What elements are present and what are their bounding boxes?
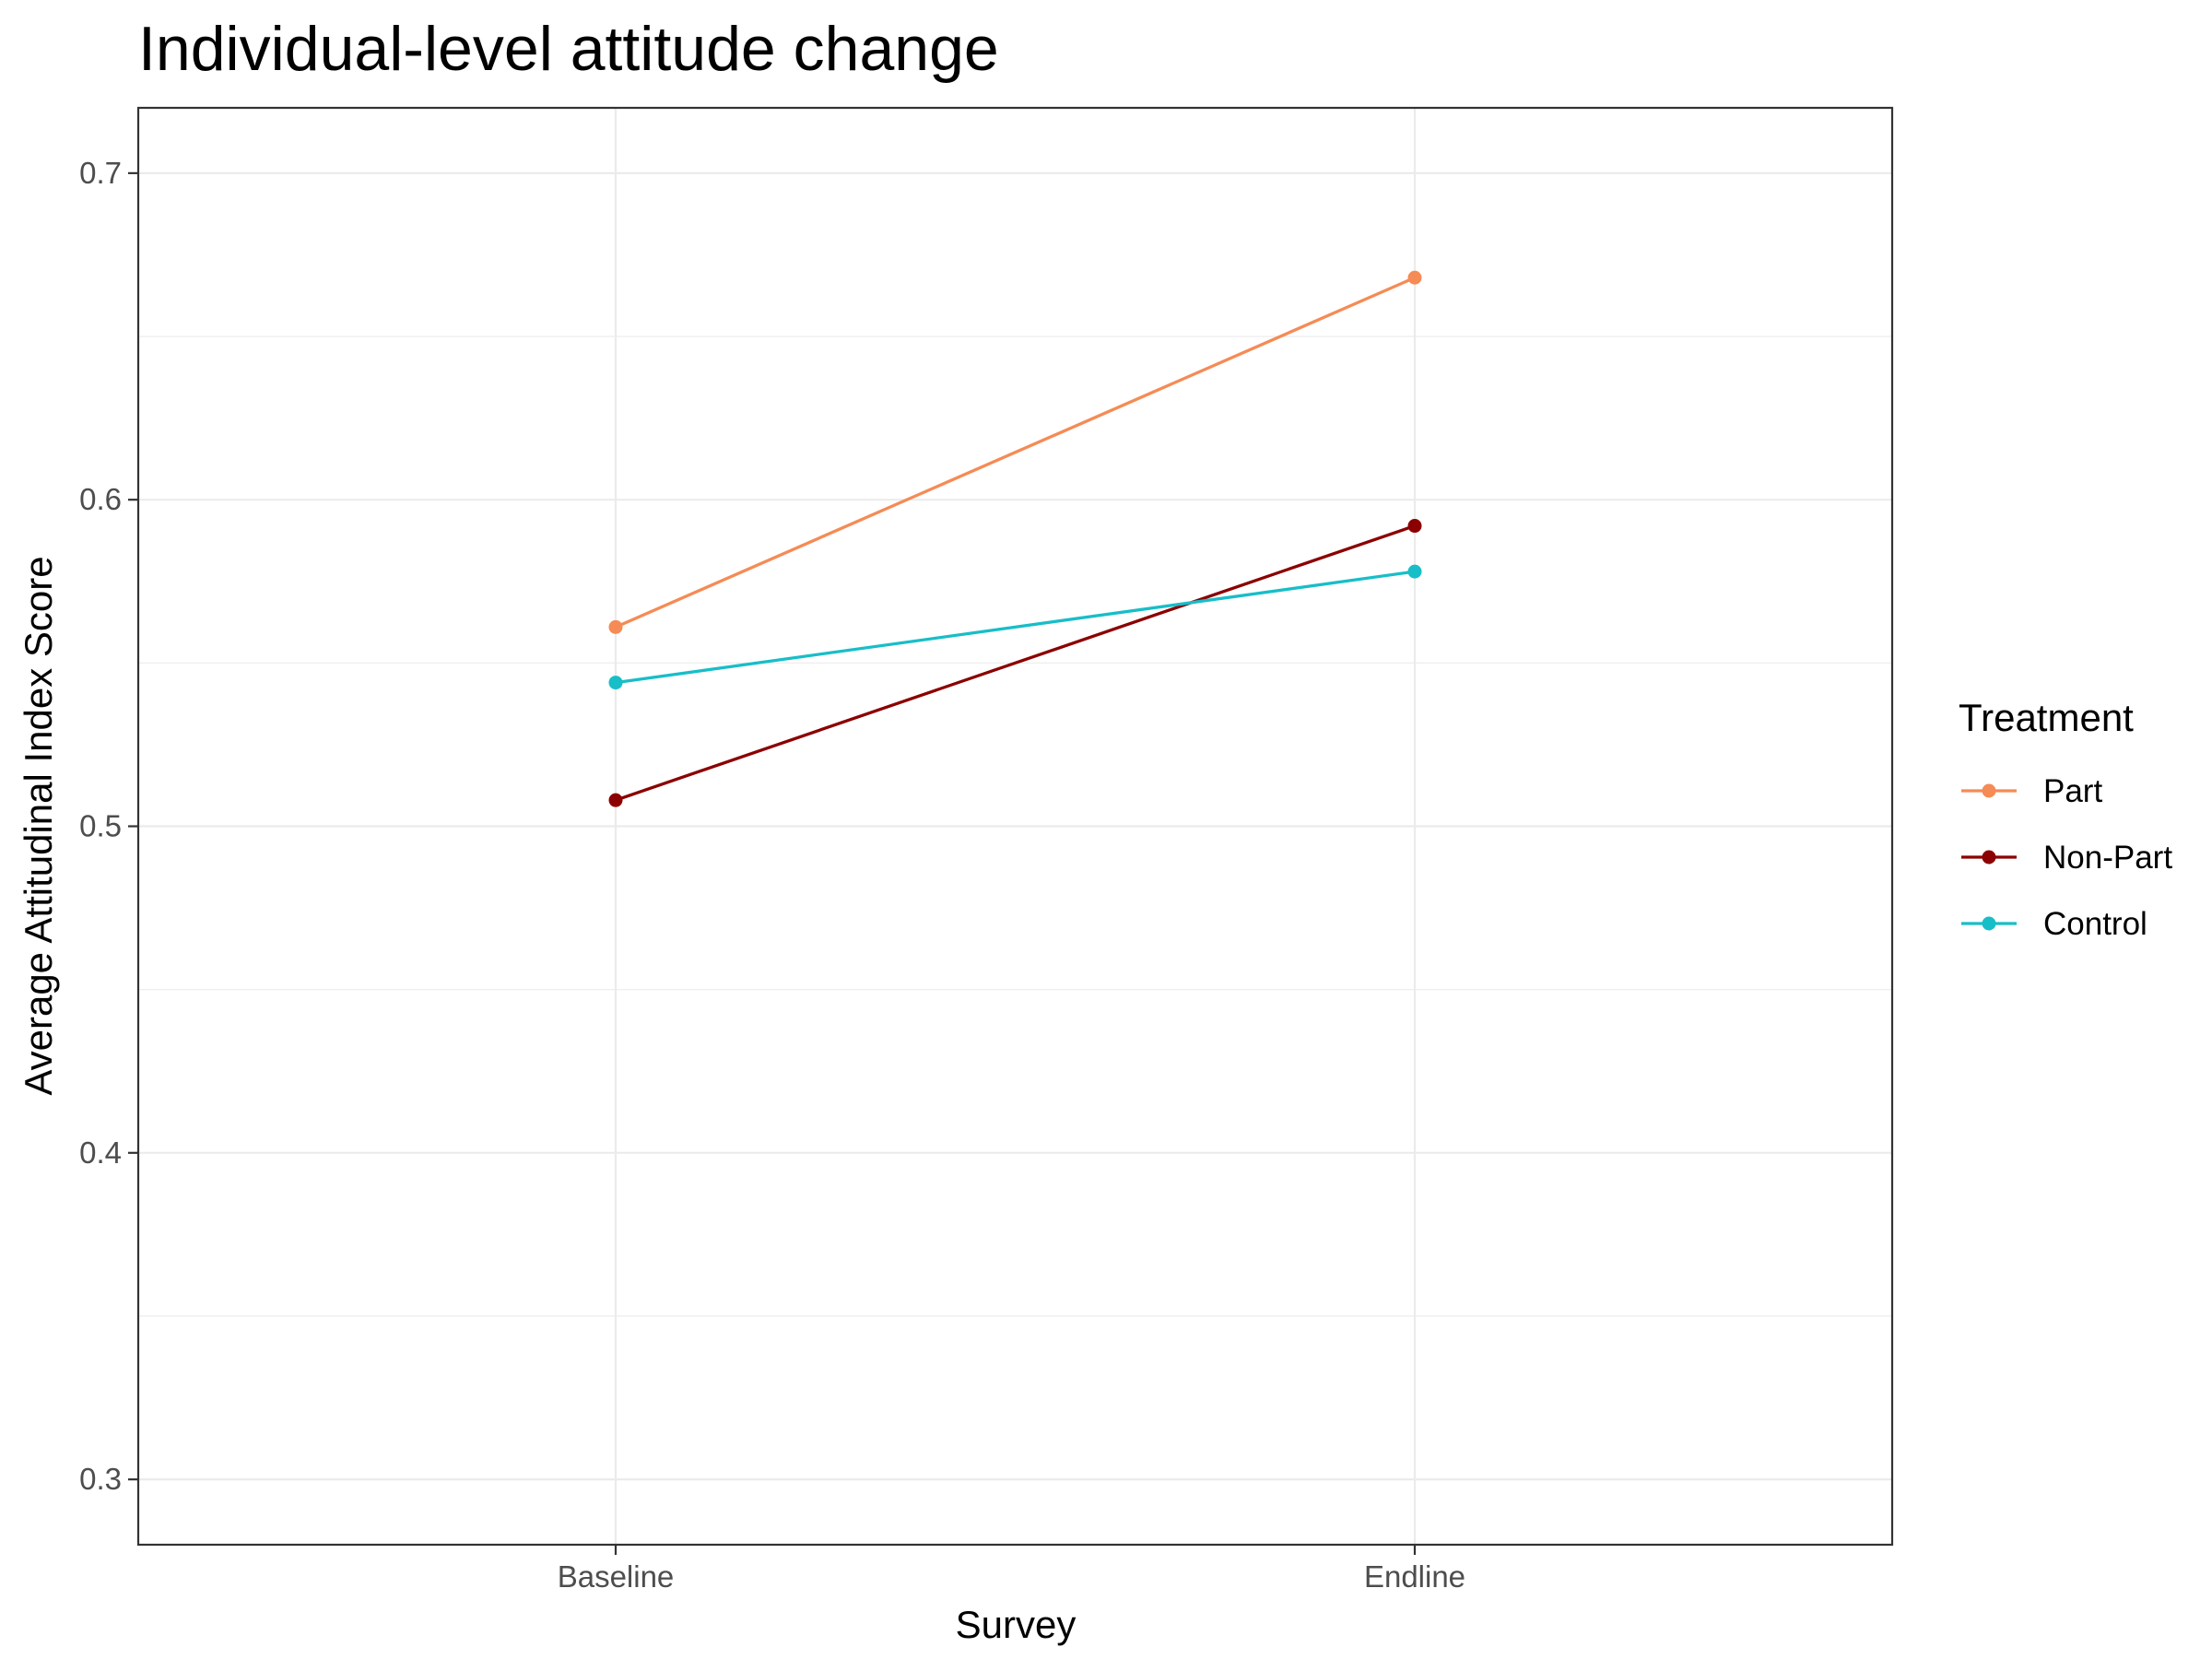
x-axis: Baseline Endline: [558, 1545, 1465, 1594]
series-line-part: [615, 276, 1416, 629]
data-point-control: [1407, 564, 1422, 579]
y-tick-label: 0.7: [79, 156, 122, 190]
legend-label-part: Part: [2043, 773, 2102, 809]
y-tick-label: 0.5: [79, 809, 122, 843]
legend-key-point-non-part: [1982, 850, 1996, 865]
series-line-control: [615, 570, 1416, 685]
y-axis-title: Average Attitudinal Index Score: [17, 556, 60, 1095]
data-point-non-part: [608, 793, 623, 807]
legend-label-non-part: Non-Part: [2043, 840, 2172, 876]
legend-title: Treatment: [1959, 696, 2134, 739]
x-tick-label: Endline: [1364, 1559, 1465, 1594]
data-point-control: [608, 676, 623, 690]
grid-layer: [138, 108, 1892, 1545]
data-point-part: [608, 619, 623, 634]
y-tick-label: 0.4: [79, 1135, 122, 1170]
y-tick-label: 0.6: [79, 482, 122, 516]
data-point-part: [1407, 270, 1422, 285]
x-tick-label: Baseline: [558, 1559, 675, 1594]
legend-label-control: Control: [2043, 906, 2147, 942]
series-line-non-part: [615, 524, 1416, 802]
legend-items: Part Non-Part Control: [1961, 773, 2172, 942]
legend-key-point-part: [1982, 783, 1996, 798]
x-axis-title: Survey: [956, 1603, 1077, 1646]
data-point-non-part: [1407, 519, 1422, 534]
y-tick-label: 0.3: [79, 1462, 122, 1496]
legend: Treatment Part Non-Part Control: [1959, 696, 2172, 942]
series-layer: [608, 270, 1422, 807]
chart-title: Individual-level attitude change: [138, 14, 999, 84]
y-axis: 0.3 0.4 0.5 0.6 0.7: [79, 156, 138, 1496]
legend-key-point-control: [1982, 916, 1996, 931]
